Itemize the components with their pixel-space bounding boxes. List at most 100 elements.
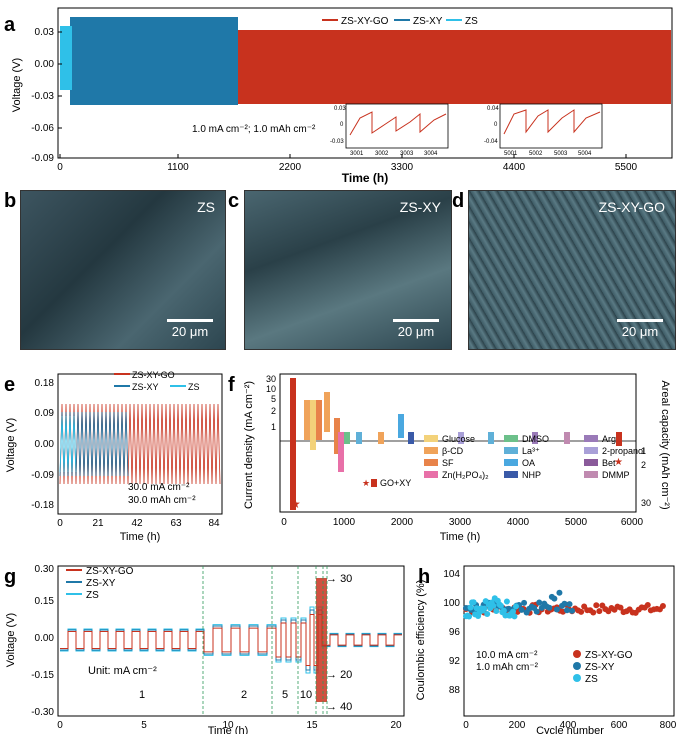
f-star-left: ★ — [290, 497, 301, 511]
f-legend-label-9: 2-propanol — [602, 446, 645, 456]
a-inset-2-trace — [503, 109, 601, 135]
a-legend-0: ZS-XY-GO — [341, 16, 389, 27]
f-xtick-5: 5000 — [565, 517, 588, 528]
h-point-zs — [511, 613, 518, 620]
h-point-zsxy — [536, 599, 543, 606]
h-xtick-4: 800 — [660, 720, 677, 731]
h-point-zs — [467, 604, 474, 611]
a-inset2-ytick-0: 0.04 — [487, 106, 499, 112]
panel-letter-a: a — [4, 14, 16, 36]
f-legend-label-0: Glucose — [442, 434, 475, 444]
h-point-zs — [466, 613, 473, 620]
f-xtick-4: 4000 — [507, 517, 530, 528]
f-legend-label-4: DMSO — [522, 434, 549, 444]
h-ytick-3: 92 — [449, 656, 461, 667]
panel-letter-f: f — [228, 374, 235, 396]
h-point-zsxygo — [578, 608, 585, 615]
g-ytick-1: 0.15 — [35, 596, 55, 607]
f-legend-swatch-8 — [584, 435, 598, 442]
f-bar-4 — [324, 392, 330, 432]
g-ytick-3: -0.15 — [31, 670, 54, 681]
a-ytick-3: -0.06 — [31, 123, 54, 134]
e-legend-2: ZS — [188, 382, 200, 392]
a-inset1-xtick-0: 3001 — [350, 151, 364, 157]
e-ytick-3: -0.09 — [31, 470, 54, 481]
g-rate-5: 5 — [282, 689, 288, 701]
g-xtick-2: 10 — [222, 720, 234, 731]
f-legend-label-7: NHP — [522, 470, 541, 480]
a-inset1-ytick-0: 0.03 — [334, 106, 346, 112]
f-legend-label-3: Zn(H₂PO₄)₂ — [442, 470, 489, 480]
e-ytick-1: 0.09 — [35, 408, 55, 419]
h-point-zsxygo — [617, 604, 624, 611]
g-arrow-40-value: 40 — [340, 701, 352, 713]
g-arrow-30: → 30 — [326, 573, 352, 585]
e-xtick-2: 42 — [131, 518, 143, 529]
g-ytick-2: 0.00 — [35, 633, 55, 644]
f-bar-5 — [334, 418, 340, 454]
a-inset-1 — [345, 103, 449, 149]
f-ytick-1: 10 — [266, 384, 276, 394]
e-ytick-2: 0.00 — [35, 439, 55, 450]
panel-letter-b: b — [4, 190, 17, 212]
a-inset2-xtick-0: 5001 — [504, 151, 518, 157]
g-arrow-40: → 40 — [326, 701, 352, 713]
sem-zsxy-title: ZS-XY — [399, 199, 441, 215]
h-cond1: 10.0 mA cm⁻² — [476, 650, 538, 661]
h-point-zs — [500, 607, 507, 614]
e-xtick-0: 0 — [57, 518, 63, 529]
a-inset1-ytick-1: 0 — [340, 122, 344, 128]
h-point-zsxy — [518, 606, 525, 613]
f-legend-star: ★ — [362, 478, 370, 488]
sem-zsxy-scale-label: 20 μm — [397, 324, 435, 339]
g-xtick-1: 5 — [141, 720, 147, 731]
a-inset-1-trace — [349, 111, 447, 136]
h-xtick-0: 0 — [463, 720, 469, 731]
g-arrow-30-value: 30 — [340, 573, 352, 585]
f-legend-label-6: OA — [522, 458, 535, 468]
panel-letter-g: g — [4, 566, 17, 588]
g-arrow-20: → 20 — [326, 669, 352, 681]
sem-zsxy-scalebar: 20 μm — [393, 319, 439, 339]
g-legend-0: ZS-XY-GO — [86, 566, 134, 577]
panel-letter-d: d — [452, 190, 465, 212]
a-inset1-ytick-2: -0.03 — [330, 139, 344, 145]
sem-zs-scalebar: 20 μm — [167, 319, 213, 339]
panel-g-chart: 0.30 0.15 0.00 -0.15 -0.30 Voltage (V) 0… — [5, 564, 405, 734]
h-ytick-1: 100 — [443, 598, 460, 609]
h-point-zsxygo — [593, 602, 600, 609]
f-ytick-3: 2 — [271, 406, 276, 416]
a-ytick-0: 0.03 — [35, 27, 55, 38]
f-legend-swatch-10 — [584, 459, 598, 466]
a-xlabel: Time (h) — [342, 171, 388, 185]
sem-zs-scale-label: 20 μm — [171, 324, 209, 339]
f-ytick-4: 1 — [271, 422, 276, 432]
f-legend-label-2: SF — [442, 458, 454, 468]
panel-g-frame — [57, 565, 405, 717]
e-xtick-1: 21 — [92, 518, 104, 529]
f-bar-10 — [398, 414, 404, 438]
h-xlabel: Cycle number — [536, 725, 604, 734]
panel-letter-h: h — [418, 566, 431, 588]
g-xtick-0: 0 — [57, 720, 63, 731]
a-inset1-xtick-1: 3002 — [375, 151, 389, 157]
a-xtick-3: 3300 — [391, 162, 414, 173]
a-inset-2 — [499, 103, 603, 149]
f-legend-swatch-11 — [584, 471, 598, 478]
e-xlabel: Time (h) — [120, 531, 161, 543]
h-point-zsxy — [566, 601, 573, 608]
h-point-zs — [493, 607, 500, 614]
g-legend-1: ZS-XY — [86, 578, 116, 589]
panel-letter-c: c — [228, 190, 240, 212]
f-legend-swatch-0 — [424, 435, 438, 442]
a-xtick-0: 0 — [57, 162, 63, 173]
a-ytick-1: 0.00 — [35, 59, 55, 70]
f-legend-go-label: GO+XY — [380, 478, 411, 488]
g-xtick-3: 15 — [306, 720, 318, 731]
e-legend-0: ZS-XY-GO — [132, 370, 175, 380]
e-cond2: 30.0 mAh cm⁻² — [128, 495, 196, 506]
g-rate-1: 1 — [139, 689, 145, 701]
a-inset2-xtick-2: 5003 — [554, 151, 568, 157]
h-point-zsxy — [553, 606, 560, 613]
f-xtick-3: 3000 — [449, 517, 472, 528]
